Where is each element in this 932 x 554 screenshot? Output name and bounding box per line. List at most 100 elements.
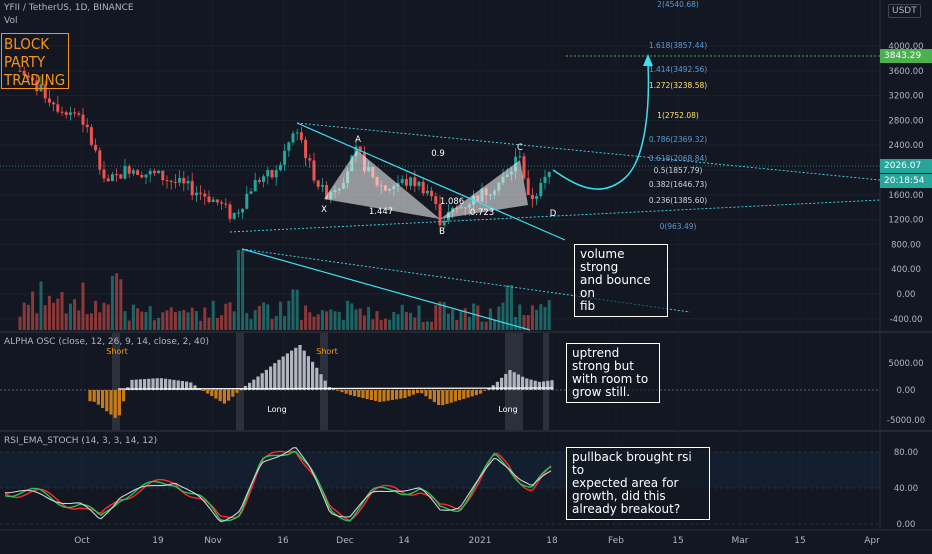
candle-body bbox=[539, 182, 543, 197]
candle-body bbox=[211, 199, 215, 202]
volume-bar bbox=[501, 302, 505, 330]
volume-bar bbox=[476, 305, 480, 330]
time-tick-label: Mar bbox=[732, 536, 749, 546]
upper-channel-line[interactable] bbox=[296, 122, 881, 181]
volume-annotation[interactable]: volume strong and bounce on fib bbox=[574, 244, 668, 317]
candle-body bbox=[543, 176, 547, 183]
volume-bar bbox=[514, 316, 518, 330]
osc-pane-title[interactable]: ALPHA OSC (close, 12, 26, 9, 14, close, … bbox=[4, 337, 210, 347]
volume-bar bbox=[518, 304, 522, 330]
volume-bar bbox=[388, 319, 392, 330]
osc-bar bbox=[458, 390, 462, 401]
volume-bar bbox=[89, 313, 93, 330]
osc-bar bbox=[323, 380, 327, 390]
volume-bar bbox=[161, 312, 165, 330]
volume-bar bbox=[207, 317, 211, 330]
osc-bar bbox=[180, 380, 184, 390]
fib-level-label: 0.5(1857.79) bbox=[654, 166, 703, 175]
volume-bar bbox=[203, 307, 207, 330]
volume-bar bbox=[127, 320, 131, 330]
osc-tick-label: 5000.00 bbox=[888, 359, 923, 369]
osc-bar bbox=[386, 390, 390, 401]
rsi-tick-label: 0.00 bbox=[897, 520, 916, 530]
candle-body bbox=[56, 104, 60, 112]
harmonic-point-label: X bbox=[321, 205, 327, 215]
candle-body bbox=[169, 180, 173, 182]
osc-bar bbox=[399, 390, 403, 399]
candle-body bbox=[283, 150, 287, 165]
candle-body bbox=[203, 193, 207, 197]
candle-body bbox=[417, 181, 421, 187]
projection-curve[interactable] bbox=[552, 63, 650, 190]
volume-bar bbox=[404, 311, 408, 330]
candle-body bbox=[131, 170, 135, 174]
price-tick-label: 4000.00 bbox=[888, 42, 923, 52]
time-tick-label: Apr bbox=[864, 536, 880, 546]
candle-body bbox=[291, 133, 295, 143]
currency-button[interactable]: USDT bbox=[888, 4, 921, 18]
osc-bar bbox=[319, 374, 323, 390]
candle-body bbox=[249, 191, 253, 194]
price-tick-label: 0.00 bbox=[897, 290, 916, 300]
osc-bar bbox=[302, 350, 306, 390]
volume-bar bbox=[270, 319, 274, 330]
time-tick-label: Oct bbox=[74, 536, 90, 546]
osc-bar bbox=[529, 379, 533, 390]
volume-bar bbox=[421, 321, 425, 330]
osc-bar bbox=[147, 378, 151, 390]
signal-label: Short bbox=[316, 347, 337, 356]
volume-bar bbox=[480, 321, 484, 330]
lower-channel-line[interactable] bbox=[229, 199, 881, 233]
osc-bar bbox=[130, 379, 134, 390]
volume-bar bbox=[257, 305, 261, 330]
volume-bar bbox=[459, 310, 463, 330]
osc-bar bbox=[521, 376, 525, 390]
osc-annotation[interactable]: uptrend strong but with room to grow sti… bbox=[566, 343, 660, 403]
candle-body bbox=[64, 112, 68, 115]
volume-bar bbox=[304, 305, 308, 330]
osc-bar bbox=[462, 390, 466, 399]
rsi-annotation[interactable]: pullback brought rsi to expected area fo… bbox=[566, 447, 710, 520]
volume-label[interactable]: Vol bbox=[4, 16, 18, 26]
osc-bar bbox=[243, 385, 247, 390]
candle-body bbox=[320, 185, 324, 187]
candle-body bbox=[199, 192, 203, 194]
candle-body bbox=[77, 113, 81, 115]
fib-level-label: 0.382(1646.73) bbox=[649, 180, 707, 189]
harmonic-ratio-label: 1.447 bbox=[369, 207, 393, 217]
volume-bar bbox=[215, 317, 219, 330]
rsi-pane-title[interactable]: RSI_EMA_STOCH (14, 3, 3, 14, 12) bbox=[4, 436, 158, 446]
candle-body bbox=[220, 202, 224, 204]
volume-bar bbox=[43, 305, 47, 330]
volume-bar bbox=[253, 310, 257, 330]
harmonic-triangle-bcd[interactable] bbox=[440, 160, 528, 219]
volume-bar bbox=[173, 311, 177, 330]
candle-body bbox=[442, 220, 446, 226]
candle-body bbox=[299, 132, 303, 140]
volume-bar bbox=[337, 311, 341, 330]
target-price-badge: 3843.29 bbox=[880, 49, 932, 63]
volume-bar bbox=[232, 311, 236, 330]
descending-trendline[interactable] bbox=[296, 122, 566, 241]
volume-bar bbox=[346, 300, 350, 330]
candle-body bbox=[358, 146, 362, 152]
candle-body bbox=[207, 196, 211, 202]
osc-bar bbox=[206, 390, 210, 394]
signal-highlight bbox=[112, 333, 120, 430]
candle-body bbox=[354, 146, 358, 156]
harmonic-triangle-xab[interactable] bbox=[324, 150, 440, 219]
candle-body bbox=[270, 170, 274, 178]
volume-bar bbox=[35, 313, 39, 330]
osc-bar bbox=[235, 390, 239, 393]
osc-bar bbox=[416, 390, 420, 393]
volume-bar bbox=[320, 310, 324, 330]
symbol-title[interactable]: YFII / TetherUS, 1D, BINANCE bbox=[4, 3, 134, 13]
time-tick-label: 15 bbox=[672, 536, 683, 546]
candle-body bbox=[35, 80, 39, 92]
candle-body bbox=[190, 181, 194, 196]
volume-bar bbox=[236, 250, 240, 330]
volume-trendline[interactable] bbox=[241, 248, 531, 331]
osc-bar bbox=[210, 390, 214, 397]
